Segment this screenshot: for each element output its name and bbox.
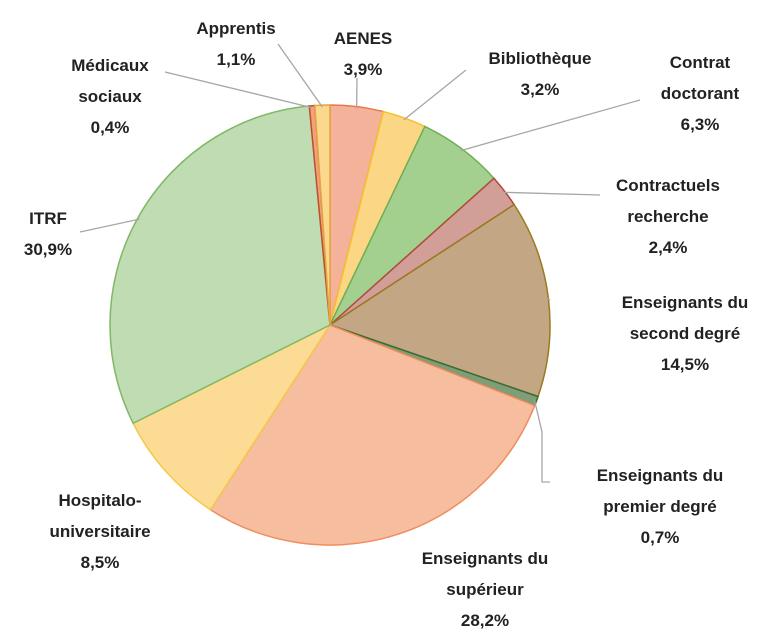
value-label: 0,7% [585,522,735,553]
category-label: Apprentis [186,13,286,44]
value-label: 28,2% [410,605,560,636]
category-label: Hospitalo-universitaire [35,485,165,547]
category-label: Médicaux sociaux [65,50,155,112]
leader-line [404,70,466,120]
value-label: 2,4% [603,232,733,263]
leader-line [165,72,312,108]
category-label: Enseignants du supérieur [410,543,560,605]
category-label: AENES [323,23,403,54]
value-label: 3,2% [475,74,605,105]
value-label: 1,1% [186,44,286,75]
category-label: ITRF [13,203,83,234]
category-label: Enseignants du second degré [610,287,760,349]
value-label: 14,5% [610,349,760,380]
leader-line [503,192,600,195]
value-label: 3,9% [323,54,403,85]
value-label: 30,9% [13,234,83,265]
leader-line [535,400,550,482]
leader-line [80,219,139,232]
category-label: Enseignants du premier degré [585,460,735,522]
category-label: Contrat doctorant [645,47,755,109]
value-label: 0,4% [65,112,155,143]
leader-line [461,100,640,151]
value-label: 8,5% [35,547,165,578]
category-label: Bibliothèque [475,43,605,74]
value-label: 6,3% [645,109,755,140]
category-label: Contractuels recherche [603,170,733,232]
